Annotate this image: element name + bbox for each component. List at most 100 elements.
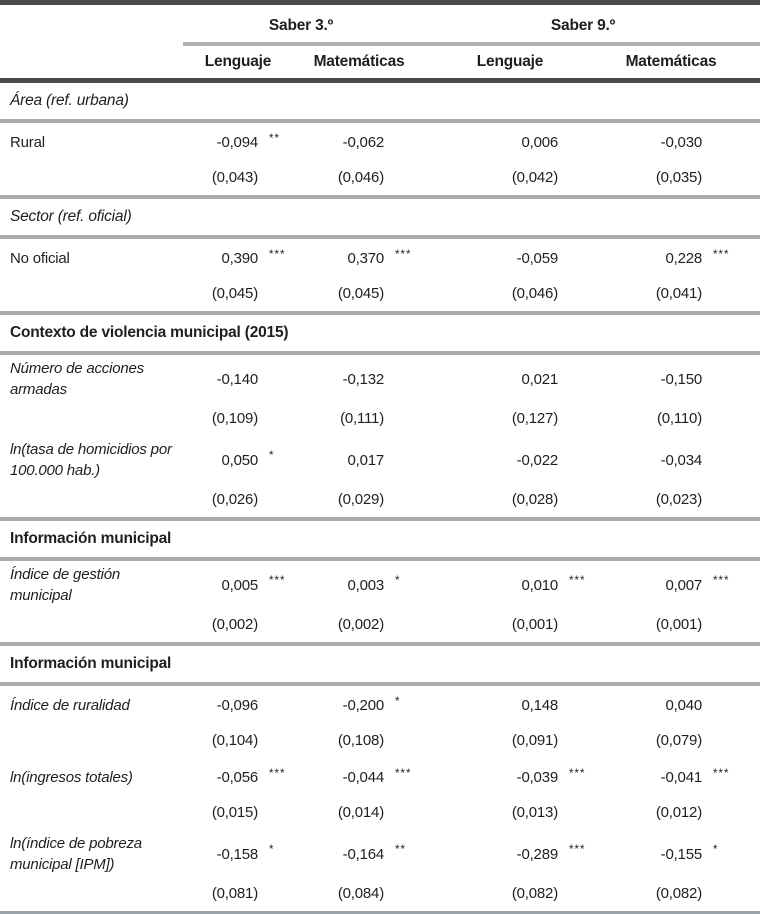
std-error: (0,104) — [211, 732, 258, 749]
std-error: (0,001) — [511, 616, 558, 633]
coef-value: 0,148 — [521, 697, 558, 714]
divider — [0, 517, 760, 521]
divider — [0, 351, 760, 355]
coef-value: -0,094 — [216, 134, 259, 151]
std-error: (0,079) — [655, 732, 702, 749]
significance-stars: *** — [569, 844, 586, 856]
coef-value: 0,017 — [347, 451, 384, 469]
divider — [0, 557, 760, 561]
significance-stars: ** — [269, 132, 280, 145]
coef-value: 0,010 — [521, 576, 558, 594]
std-error: (0,046) — [511, 285, 558, 302]
coef-value: -0,030 — [660, 134, 703, 151]
divider — [0, 235, 760, 239]
divider — [0, 642, 760, 646]
significance-stars: *** — [395, 767, 412, 780]
coef-value: -0,056 — [216, 769, 259, 786]
group-header-saber-9: Saber 9.º — [550, 16, 616, 34]
std-error: (0,045) — [211, 285, 258, 302]
column-header: Lenguaje — [476, 53, 544, 70]
row-label: Índice de ruralidad — [10, 697, 130, 714]
row-label: Rural — [10, 134, 45, 151]
table-row: ln(tasa de homicidios por 100.000 hab.) … — [0, 436, 760, 484]
section-label: Sector (ref. oficial) — [10, 208, 132, 225]
coef-value: -0,140 — [216, 370, 259, 388]
group-header-saber-3: Saber 3.º — [268, 16, 334, 34]
table-row-se: (0,045) (0,045) (0,046) (0,041) — [0, 278, 760, 311]
significance-stars: *** — [713, 767, 730, 780]
significance-stars: *** — [569, 575, 586, 587]
std-error: (0,029) — [337, 491, 384, 508]
coef-value: -0,158 — [216, 845, 259, 863]
divider — [0, 311, 760, 315]
std-error: (0,042) — [511, 169, 558, 186]
std-error: (0,110) — [656, 410, 702, 427]
coef-value: -0,150 — [660, 370, 703, 388]
std-error: (0,084) — [337, 885, 384, 902]
std-error: (0,043) — [211, 169, 258, 186]
table-row-se: (0,081) (0,084) (0,082) (0,082) — [0, 878, 760, 911]
std-error: (0,013) — [511, 804, 558, 821]
table-row-se: (0,015) (0,014) (0,013) (0,012) — [0, 797, 760, 830]
coef-value: -0,034 — [660, 451, 703, 469]
table-row: Rural -0,094 ** -0,062 0,006 -0,030 — [0, 123, 760, 162]
coef-value: 0,021 — [521, 370, 558, 388]
std-error: (0,014) — [337, 804, 384, 821]
std-error: (0,041) — [655, 285, 702, 302]
std-error: (0,023) — [655, 491, 702, 508]
coef-value: -0,155 — [660, 845, 703, 863]
section-row: Información municipal — [0, 521, 760, 557]
coef-value: -0,044 — [342, 769, 385, 786]
column-header: Matemáticas — [625, 53, 717, 70]
group-header-row: Saber 3.º Saber 9.º — [0, 5, 760, 42]
std-error: (0,012) — [655, 804, 702, 821]
significance-stars: *** — [269, 575, 286, 587]
std-error: (0,109) — [211, 410, 258, 427]
table-row: Índice de ruralidad -0,096 -0,200 * 0,14… — [0, 686, 760, 725]
divider — [0, 195, 760, 199]
std-error: (0,002) — [337, 616, 384, 633]
section-row: Contexto de violencia municipal (2015) — [0, 315, 760, 351]
column-header-row: Lenguaje Matemáticas Lenguaje Matemática… — [0, 46, 760, 78]
significance-stars: *** — [395, 248, 412, 261]
table-row-se: (0,002) (0,002) (0,001) (0,001) — [0, 609, 760, 642]
significance-stars: ** — [395, 844, 406, 856]
coef-value: -0,059 — [516, 250, 559, 267]
row-label: Número de acciones armadas — [10, 360, 144, 398]
divider — [0, 78, 760, 83]
std-error: (0,035) — [655, 169, 702, 186]
table-row-se: (0,109) (0,111) (0,127) (0,110) — [0, 403, 760, 436]
significance-stars: *** — [269, 767, 286, 780]
coef-value: 0,006 — [521, 134, 558, 151]
std-error: (0,091) — [511, 732, 558, 749]
coef-value: -0,041 — [660, 769, 703, 786]
std-error: (0,127) — [511, 410, 558, 427]
coef-value: 0,228 — [665, 250, 702, 267]
row-label: ln(tasa de homicidios por 100.000 hab.) — [10, 441, 172, 479]
divider — [0, 119, 760, 123]
divider — [183, 42, 760, 46]
table-row-se: (0,026) (0,029) (0,028) (0,023) — [0, 484, 760, 517]
table-row-se: (0,043) (0,046) (0,042) (0,035) — [0, 162, 760, 195]
coef-value: -0,164 — [342, 845, 385, 863]
significance-stars: * — [269, 844, 275, 856]
column-header: Matemáticas — [313, 53, 405, 70]
coef-value: 0,050 — [221, 451, 258, 469]
section-row: Información municipal — [0, 646, 760, 682]
coef-value: -0,062 — [342, 134, 385, 151]
coef-value: 0,040 — [665, 697, 702, 714]
std-error: (0,045) — [337, 285, 384, 302]
coef-value: 0,007 — [665, 576, 702, 594]
std-error: (0,108) — [337, 732, 384, 749]
significance-stars: * — [395, 575, 401, 587]
std-error: (0,082) — [655, 885, 702, 902]
table-row-se: (0,104) (0,108) (0,091) (0,079) — [0, 725, 760, 758]
table-row: Índice de gestión municipal 0,005 *** 0,… — [0, 561, 760, 609]
coef-value: 0,390 — [221, 250, 258, 267]
significance-stars: *** — [269, 248, 286, 261]
coef-value: 0,003 — [347, 576, 384, 594]
divider — [0, 682, 760, 686]
coef-value: -0,289 — [516, 845, 559, 863]
std-error: (0,028) — [511, 491, 558, 508]
